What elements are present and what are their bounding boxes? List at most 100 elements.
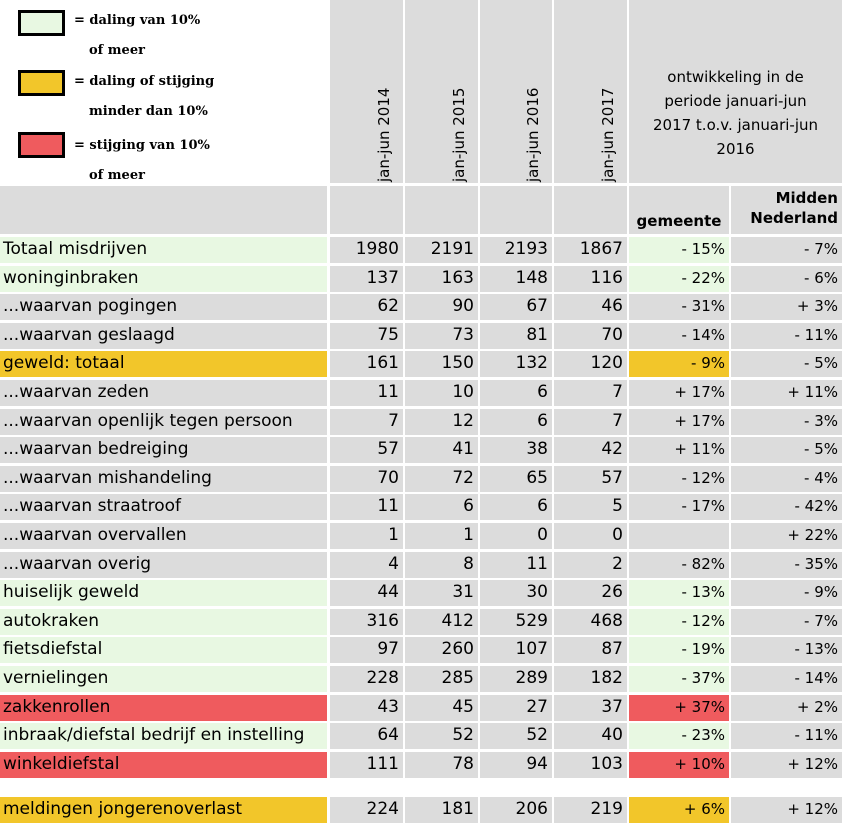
table-row-19-midden: + 12%	[731, 752, 842, 778]
table-row-19-value-3: 94	[480, 752, 552, 778]
table-row-6-value-2: 10	[405, 380, 478, 406]
table-row-17-midden: + 2%	[731, 695, 842, 721]
table-row-1-midden: - 7%	[731, 237, 842, 263]
table-row-18-midden: - 11%	[731, 723, 842, 749]
table-row-6-midden: + 11%	[731, 380, 842, 406]
table-row-16-value-2: 285	[405, 666, 478, 692]
table-row-1-value-4: 1867	[554, 237, 627, 263]
table-row-16-midden: - 14%	[731, 666, 842, 692]
table-row-4-midden: - 11%	[731, 323, 842, 349]
table-row-18-label: inbraak/diefstal bedrijf en instelling	[0, 723, 327, 749]
table-row-12-value-3: 11	[480, 552, 552, 578]
table-row-footer-value-4: 219	[554, 797, 627, 823]
table-row-11-label: ...waarvan overvallen	[0, 523, 327, 549]
table-row-13-midden: - 9%	[731, 580, 842, 606]
table-row-5-value-4: 120	[554, 351, 627, 377]
table-row-19-value-2: 78	[405, 752, 478, 778]
table-row-13-value-2: 31	[405, 580, 478, 606]
subheader-col-1	[330, 186, 403, 234]
table-row-11-value-1: 1	[330, 523, 403, 549]
subheader-gemeente: gemeente	[629, 186, 729, 234]
table-row-2-midden: - 6%	[731, 266, 842, 292]
table-row-12-midden: - 35%	[731, 552, 842, 578]
table-row-2-value-2: 163	[405, 266, 478, 292]
table-row-2-gemeente: - 22%	[629, 266, 729, 292]
table-row-14-gemeente: - 12%	[629, 609, 729, 635]
table-row-15-value-1: 97	[330, 637, 403, 663]
table-row-12-value-2: 8	[405, 552, 478, 578]
table-row-18-value-2: 52	[405, 723, 478, 749]
table-row-8-value-4: 42	[554, 437, 627, 463]
legend-swatch-decrease	[18, 10, 65, 36]
table-row-17-value-1: 43	[330, 695, 403, 721]
table-row-1-gemeente: - 15%	[629, 237, 729, 263]
table-row-3-value-2: 90	[405, 294, 478, 320]
table-row-16-value-4: 182	[554, 666, 627, 692]
table-row-1-value-1: 1980	[330, 237, 403, 263]
header-year-col-1	[330, 0, 403, 183]
subheader-midden: Midden Nederland	[731, 186, 842, 234]
table-row-19-label: winkeldiefstal	[0, 752, 327, 778]
table-row-15-value-2: 260	[405, 637, 478, 663]
table-row-13-value-4: 26	[554, 580, 627, 606]
table-row-16-gemeente: - 37%	[629, 666, 729, 692]
header-development: ontwikkeling in de periode januari-jun 2…	[629, 0, 842, 183]
table-row-2-value-4: 116	[554, 266, 627, 292]
table-row-4-gemeente: - 14%	[629, 323, 729, 349]
table-row-7-value-3: 6	[480, 409, 552, 435]
table-row-9-label: ...waarvan mishandeling	[0, 466, 327, 492]
table-row-9-value-3: 65	[480, 466, 552, 492]
table-row-14-value-4: 468	[554, 609, 627, 635]
year-label-2015: jan-jun 2015	[450, 87, 468, 182]
table-row-10-midden: - 42%	[731, 494, 842, 520]
table-row-12-value-4: 2	[554, 552, 627, 578]
table-row-18-gemeente: - 23%	[629, 723, 729, 749]
year-label-2014: jan-jun 2014	[375, 87, 393, 182]
table-row-1-value-2: 2191	[405, 237, 478, 263]
table-row-5-midden: - 5%	[731, 351, 842, 377]
header-year-col-2	[405, 0, 478, 183]
table-row-13-gemeente: - 13%	[629, 580, 729, 606]
table-row-12-label: ...waarvan overig	[0, 552, 327, 578]
table-row-1-label: Totaal misdrijven	[0, 237, 327, 263]
table-row-17-value-2: 45	[405, 695, 478, 721]
table-row-3-midden: + 3%	[731, 294, 842, 320]
table-row-4-value-2: 73	[405, 323, 478, 349]
table-row-footer-midden: + 12%	[731, 797, 842, 823]
table-row-9-midden: - 4%	[731, 466, 842, 492]
table-row-10-value-4: 5	[554, 494, 627, 520]
table-row-3-value-1: 62	[330, 294, 403, 320]
table-row-9-value-4: 57	[554, 466, 627, 492]
table-row-14-value-1: 316	[330, 609, 403, 635]
subheader-col-2	[405, 186, 478, 234]
year-label-2017: jan-jun 2017	[599, 87, 617, 182]
table-row-17-value-3: 27	[480, 695, 552, 721]
table-row-19-value-4: 103	[554, 752, 627, 778]
table-row-footer-value-2: 181	[405, 797, 478, 823]
table-row-9-value-1: 70	[330, 466, 403, 492]
table-row-10-label: ...waarvan straatroof	[0, 494, 327, 520]
table-row-15-value-4: 87	[554, 637, 627, 663]
legend-label-increase-2: of meer	[89, 168, 145, 183]
table-row-8-gemeente: + 11%	[629, 437, 729, 463]
table-row-8-value-3: 38	[480, 437, 552, 463]
table-row-footer-label: meldingen jongerenoverlast	[0, 797, 327, 823]
table-row-18-value-4: 40	[554, 723, 627, 749]
table-row-15-midden: - 13%	[731, 637, 842, 663]
table-row-7-midden: - 3%	[731, 409, 842, 435]
table-row-1-value-3: 2193	[480, 237, 552, 263]
table-row-11-midden: + 22%	[731, 523, 842, 549]
table-row-13-label: huiselijk geweld	[0, 580, 327, 606]
table-row-10-value-2: 6	[405, 494, 478, 520]
table-row-6-value-4: 7	[554, 380, 627, 406]
table-row-16-label: vernielingen	[0, 666, 327, 692]
table-row-3-value-3: 67	[480, 294, 552, 320]
table-row-11-value-3: 0	[480, 523, 552, 549]
table-row-5-value-2: 150	[405, 351, 478, 377]
legend-label-decrease-2: of meer	[89, 43, 145, 58]
header-year-col-4	[554, 0, 627, 183]
table-row-14-label: autokraken	[0, 609, 327, 635]
table-row-17-gemeente: + 37%	[629, 695, 729, 721]
table-row-4-label: ...waarvan geslaagd	[0, 323, 327, 349]
table-row-14-midden: - 7%	[731, 609, 842, 635]
